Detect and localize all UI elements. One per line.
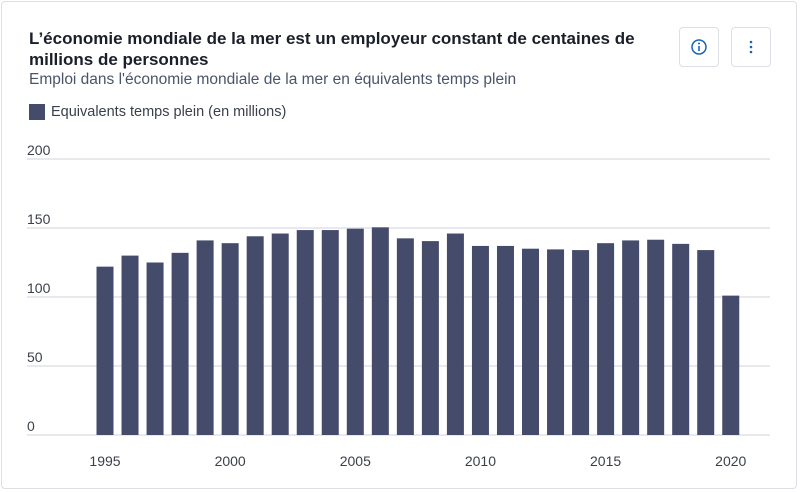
- bar-2000: [221, 243, 239, 435]
- bar-2017: [647, 239, 665, 435]
- y-tick-label: 0: [27, 418, 35, 434]
- legend-item[interactable]: Equivalents temps plein (en millions): [29, 104, 286, 120]
- bar-2003: [296, 230, 314, 435]
- bar-2004: [321, 230, 339, 435]
- vertical-ellipsis-icon: [749, 40, 753, 54]
- legend-label: Equivalents temps plein (en millions): [51, 104, 287, 120]
- bar-2011: [496, 245, 514, 435]
- chart-title: L’économie mondiale de la mer est un emp…: [29, 29, 635, 69]
- legend-swatch: [29, 104, 45, 120]
- bar-2018: [672, 243, 690, 435]
- bar-1996: [121, 255, 139, 435]
- bar-2019: [697, 250, 715, 435]
- bar-1997: [146, 262, 164, 435]
- chart-subtitle: Emploi dans l'économie mondiale de la me…: [29, 71, 517, 88]
- y-tick-label: 150: [27, 211, 51, 227]
- bar-2014: [572, 250, 590, 435]
- bar-1998: [171, 252, 189, 435]
- bar-2013: [547, 249, 565, 435]
- bar-2012: [522, 248, 540, 435]
- bar-2007: [396, 238, 414, 435]
- x-tick-label: 2000: [215, 453, 246, 469]
- x-tick-label: 2010: [465, 453, 496, 469]
- bar-1995: [96, 266, 114, 435]
- bar-2009: [446, 233, 464, 435]
- bar-2016: [622, 240, 640, 435]
- x-tick-label: 1995: [89, 453, 120, 469]
- x-tick-label: 2015: [590, 453, 621, 469]
- bar-2015: [597, 243, 615, 435]
- x-tick-label: 2005: [340, 453, 371, 469]
- y-tick-label: 50: [27, 349, 43, 365]
- bar-2010: [471, 245, 489, 435]
- bar-2006: [371, 227, 389, 435]
- x-tick-label: 2020: [715, 453, 746, 469]
- y-tick-label: 100: [27, 280, 51, 296]
- bar-2020: [722, 295, 740, 435]
- info-button[interactable]: [679, 27, 719, 67]
- y-tick-label: 200: [27, 142, 51, 158]
- bar-2005: [346, 228, 364, 435]
- bar-2008: [421, 241, 439, 435]
- bar-2002: [271, 233, 289, 435]
- more-options-button[interactable]: [731, 27, 771, 67]
- bar-2001: [246, 236, 264, 435]
- bar-1999: [196, 240, 214, 435]
- info-circle-icon: [691, 39, 707, 55]
